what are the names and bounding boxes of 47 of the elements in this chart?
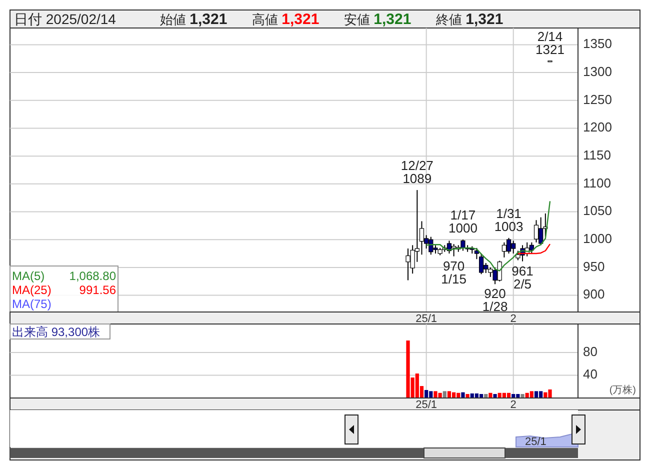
- y-tick-label: 900: [583, 286, 605, 302]
- text: MA(25): [12, 283, 52, 297]
- y-tick-label: 80: [583, 344, 598, 359]
- candlestick: [419, 220, 424, 256]
- bar: [530, 391, 534, 398]
- y-tick-label: 1150: [583, 148, 611, 163]
- y-tick-label: 1300: [583, 64, 612, 79]
- bar: [488, 392, 492, 398]
- y-tick-label: 40: [583, 366, 598, 382]
- y-tick-label: 1000: [583, 231, 612, 246]
- x-tick-label: 25/1: [416, 399, 438, 411]
- x-tick-label: 2: [510, 313, 516, 325]
- y-tick-label: 1200: [583, 120, 612, 135]
- text: 1,068.80: [69, 269, 116, 283]
- y-axis-title: (万株): [609, 384, 636, 396]
- annotation: 970 1/15: [441, 258, 466, 286]
- annotation: 終値 1,321: [435, 11, 504, 28]
- candlestick: [534, 220, 539, 243]
- annotation: 1/17 1000: [448, 208, 478, 236]
- text: 991.56: [79, 283, 116, 297]
- text: 始値 1,321: [160, 11, 228, 28]
- annotation: 1/31 1003: [494, 206, 524, 234]
- y-tick-label: 1100: [583, 175, 611, 190]
- x-tick-label: 2: [510, 399, 516, 411]
- annotation: 920 1/28: [482, 286, 508, 314]
- candlestick: [478, 253, 484, 275]
- text: MA(5): [12, 269, 45, 283]
- y-tick-label: 1250: [583, 92, 612, 107]
- bar: [534, 391, 538, 398]
- text: 高値 1,321: [252, 11, 320, 28]
- y-tick-label: 1050: [583, 203, 612, 218]
- legend-label: MA(75): [12, 297, 52, 311]
- x-tick-label: 25/1: [416, 313, 438, 325]
- annotation: 12/27 1089: [400, 158, 434, 186]
- bar: [442, 391, 446, 398]
- bar: [447, 391, 452, 398]
- text: 日付 2025/02/14: [14, 11, 116, 27]
- candlestick: [506, 237, 512, 254]
- annotation: 2/14 1321: [536, 28, 564, 57]
- y-tick-label: 950: [583, 258, 605, 274]
- annotation: 安値 1,321: [344, 11, 412, 28]
- annotation: 961 2/5: [512, 263, 534, 292]
- candlestick: [474, 247, 480, 260]
- y-tick-label: 1350: [583, 36, 612, 52]
- bar: [461, 392, 465, 398]
- bar: [424, 390, 428, 398]
- text: 出来高 93,300株: [12, 325, 100, 339]
